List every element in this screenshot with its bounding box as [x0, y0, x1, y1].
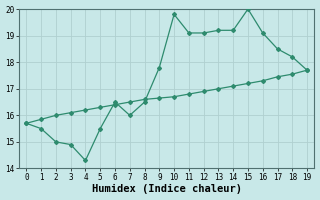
X-axis label: Humidex (Indice chaleur): Humidex (Indice chaleur) — [92, 184, 242, 194]
